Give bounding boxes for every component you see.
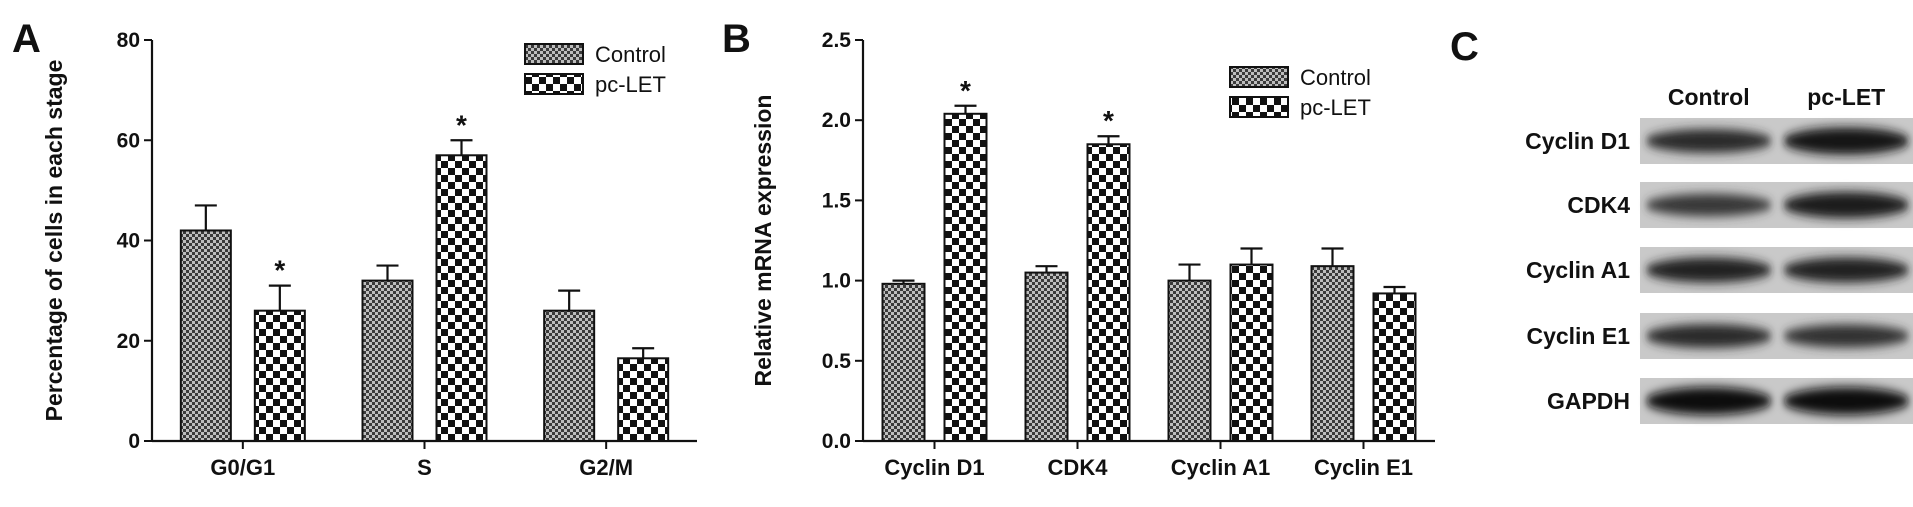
blot-column-label: Control <box>1668 84 1750 110</box>
bar-pc-let <box>1086 143 1131 442</box>
legend-label: Control <box>595 42 666 67</box>
blot-row-label: Cyclin D1 <box>1525 128 1630 154</box>
western-blot-panel: Control pc-LET Cyclin D1 CDK4 Cyclin A1 Cycli… <box>1525 84 1913 424</box>
y-axis-label: Percentage of cells in each stage <box>41 60 67 422</box>
y-tick-label: 1.0 <box>822 270 851 293</box>
bar-pc-let <box>435 154 488 442</box>
blot-band <box>1645 257 1772 283</box>
blot-band <box>1645 387 1772 415</box>
blot-row-label: Cyclin E1 <box>1526 323 1630 349</box>
y-tick-label: 40 <box>117 230 140 253</box>
chart-a-cell-cycle: 0 20 40 60 80 Percentage of cells in each sta… <box>41 29 697 480</box>
bar-pc-let <box>617 357 670 443</box>
y-tick-label: 2.0 <box>822 109 851 132</box>
x-tick-label: Cyclin A1 <box>1171 455 1270 480</box>
blot-row-label: GAPDH <box>1547 388 1630 414</box>
x-tick-label: S <box>417 455 432 480</box>
y-tick-label: 2.5 <box>822 29 852 52</box>
bar-pc-let <box>1372 292 1417 442</box>
x-tick-label: G0/G1 <box>210 455 275 480</box>
blot-band <box>1783 191 1910 219</box>
bar-pc-let <box>253 309 306 442</box>
y-tick-label: 0 <box>128 430 140 453</box>
y-tick-label: 60 <box>117 129 140 152</box>
bar-control <box>881 282 926 443</box>
y-tick-label: 1.5 <box>822 189 852 212</box>
blot-row-label: Cyclin A1 <box>1526 257 1630 283</box>
bar-control <box>1024 271 1069 442</box>
legend-swatch <box>1229 66 1289 88</box>
blot-column-label: pc-LET <box>1807 84 1885 110</box>
blot-band <box>1783 127 1910 155</box>
panel-letter-b: B <box>722 17 751 61</box>
bar-control <box>1167 279 1212 442</box>
significance-mark: * <box>1103 105 1114 136</box>
y-tick-label: 20 <box>117 330 140 353</box>
significance-mark: * <box>960 75 971 106</box>
x-tick-label: CDK4 <box>1048 455 1109 480</box>
bar-control <box>543 309 596 442</box>
blot-row-label: CDK4 <box>1567 192 1630 218</box>
panel-letter-a: A <box>12 17 41 61</box>
x-tick-label: Cyclin D1 <box>884 455 984 480</box>
y-tick-label: 80 <box>117 29 140 52</box>
legend-label: pc-LET <box>1300 95 1371 120</box>
bar-pc-let <box>943 112 988 442</box>
panel-letter-c: C <box>1450 25 1479 69</box>
bar-control <box>179 229 232 442</box>
x-tick-label: G2/M <box>579 455 633 480</box>
legend-swatch <box>1229 96 1289 118</box>
blot-band <box>1645 128 1772 154</box>
y-tick-label: 0.5 <box>822 350 852 373</box>
y-axis-label: Relative mRNA expression <box>750 95 776 387</box>
x-tick-label: Cyclin E1 <box>1314 455 1413 480</box>
legend-swatch <box>524 43 584 65</box>
legend-label: Control <box>1300 65 1371 90</box>
legend-label: pc-LET <box>595 72 666 97</box>
blot-band <box>1783 257 1910 283</box>
blot-band <box>1645 193 1772 217</box>
blot-band <box>1645 323 1772 349</box>
chart-b-mrna-expression: 0.0 0.5 1.0 1.5 2.0 2.5 Relative mRNA expressi… <box>750 29 1435 480</box>
bar-control <box>361 279 414 442</box>
blot-band <box>1783 387 1910 415</box>
blot-band <box>1783 324 1910 348</box>
legend-swatch <box>524 73 584 95</box>
significance-mark: * <box>456 109 467 140</box>
bar-control <box>1310 265 1355 442</box>
bar-pc-let <box>1229 263 1274 442</box>
significance-mark: * <box>274 255 285 286</box>
y-tick-label: 0.0 <box>822 430 851 453</box>
